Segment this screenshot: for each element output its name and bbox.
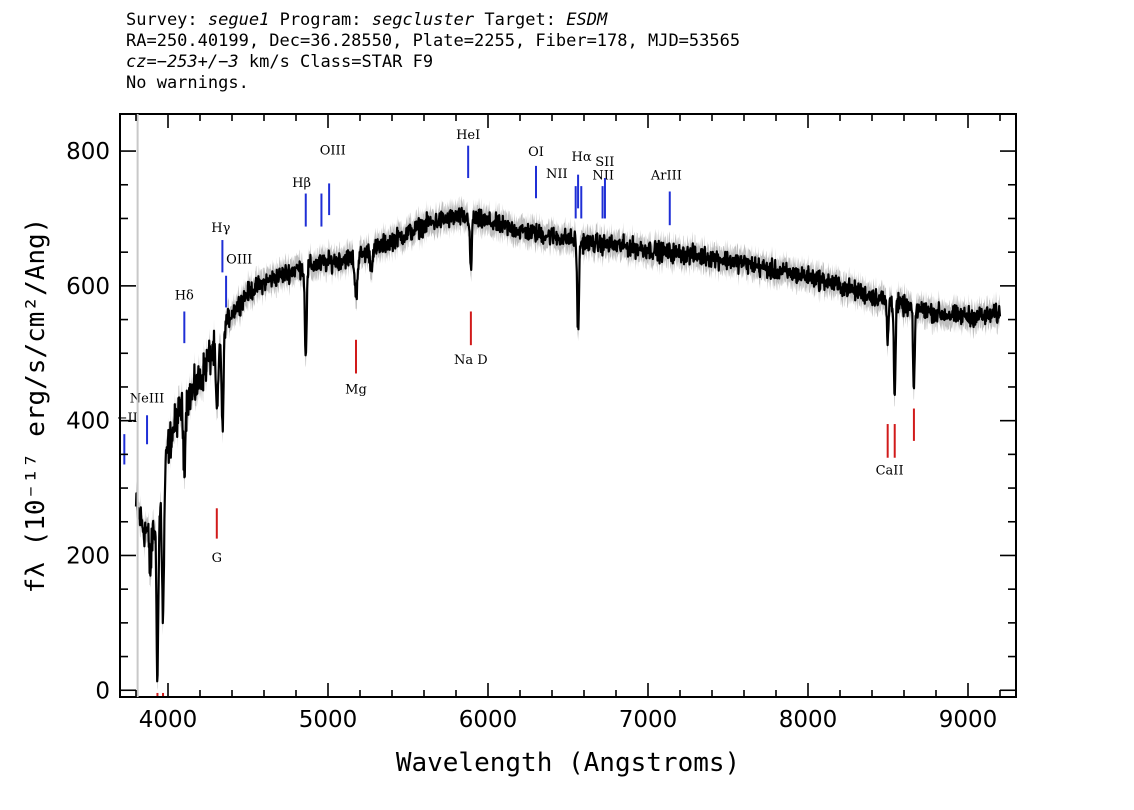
program-label: Program: [279,10,362,30]
flux-layer [134,206,1002,683]
emission-line-label-11: Hα [572,150,592,165]
flux-series-line [134,206,1002,683]
axis-ticks-layer: 4000 5000 6000 7000 8000 9000 0 200 400 600 800 [66,114,1016,733]
spectrum-header: Survey: segue1 Program: segcluster Targe… [126,10,740,94]
emission-line-label-9: OI [528,145,544,160]
emission-line-label-7: OIII [320,143,346,158]
emission-line-label-1: NeIII [130,391,164,406]
x-axis-title: Wavelength (Angstroms) [396,748,740,778]
y-axis-title: fλ (10⁻¹⁷ erg/s/cm²/Ang) [21,218,51,594]
emission-line-label-10: NII [546,167,568,182]
survey-value: segue1 [207,10,270,30]
emission-line-label-3: Hγ [211,221,230,236]
class-text: km/s Class=STAR F9 [248,52,434,72]
x-tick-label-8000: 8000 [779,707,838,733]
absorption-line-label-4: Na D [454,353,488,368]
emission-line-label-13: NII [592,168,614,183]
x-tick-label-6000: 6000 [459,707,518,733]
x-tick-label-5000: 5000 [299,707,358,733]
error-band-layer [136,195,1000,691]
emission-line-label-4: OIII [226,253,252,268]
x-tick-label-9000: 9000 [939,707,998,733]
target-label: Target: [484,10,556,30]
x-tick-label-4000: 4000 [139,707,198,733]
error-band [136,195,1000,691]
y-tick-label-0: 0 [95,678,110,704]
y-tick-label-600: 600 [66,274,110,300]
emission-line-label-5: Hβ [292,176,311,191]
emission-line-label-15: ArIII [650,168,682,183]
absorption-line-label-2: G [212,551,222,566]
y-tick-label-400: 400 [66,409,110,435]
survey-label: Survey: [126,10,198,30]
plot-frame [119,113,1017,698]
header-warnings-line: No warnings. [126,73,249,93]
emission-line-label-2: Hδ [175,288,194,303]
header-redshift-line: cz=−253+/−3 km/s Class=STAR F9 [126,52,740,73]
header-survey-line: Survey: segue1 Program: segcluster Targe… [126,10,740,31]
target-value: ESDM [566,10,608,30]
line-markers-layer: −IINeIIIHδHγOIIIHβOIIIHeIOINIIHαNIISIIAr… [117,128,915,697]
cz-value: −253+/−3 [156,52,239,72]
emission-line-label-8: HeI [456,128,480,143]
program-value: segcluster [371,10,475,30]
y-tick-label-800: 800 [66,139,110,165]
cz-label: cz= [126,52,157,72]
absorption-line-label-3: Mg [345,383,367,398]
emission-line-label-0: −II [117,411,138,426]
y-tick-label-200: 200 [66,543,110,569]
header-coords-line: RA=250.40199, Dec=36.28550, Plate=2255, … [126,31,741,51]
x-tick-label-7000: 7000 [619,707,678,733]
emission-line-label-14: SII [595,155,614,170]
absorption-line-label-5: CaII [876,464,904,479]
